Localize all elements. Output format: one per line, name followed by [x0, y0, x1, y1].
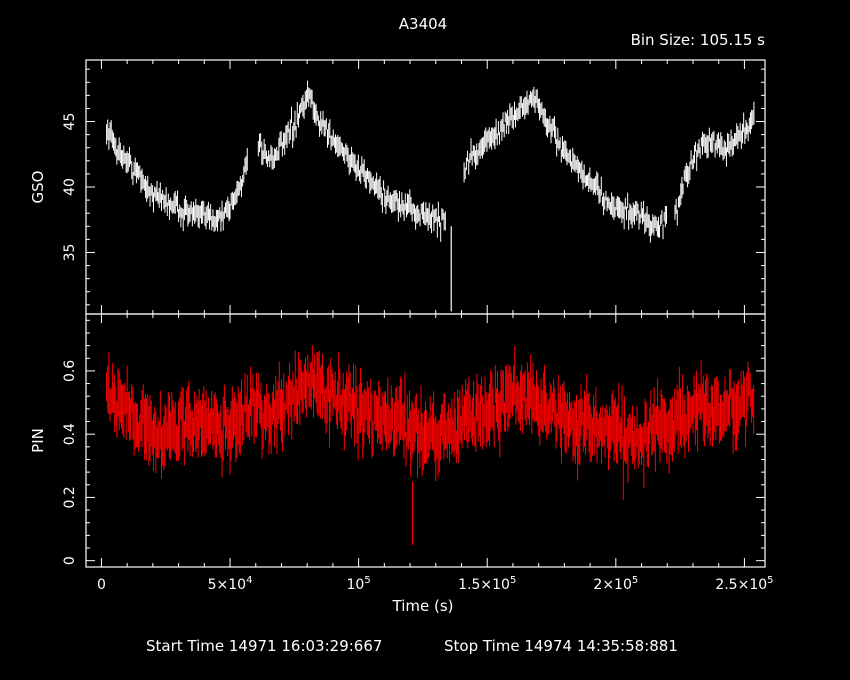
x-tick-label: 5×104 — [208, 575, 253, 593]
bin-size-label: Bin Size: 105.15 s — [631, 31, 766, 49]
x-tick-exponent: 5 — [510, 575, 516, 586]
data-series — [106, 119, 248, 232]
x-tick-label: 2.5×105 — [715, 575, 773, 593]
panel-pin: 0 0.2 0.4 0.6 PIN — [29, 313, 766, 568]
x-tick-exponent: 5 — [632, 575, 638, 586]
y-tick-label: 0 — [62, 556, 78, 565]
x-tick-label: 2×105 — [593, 575, 638, 593]
x-tick-label: 105 — [347, 575, 371, 593]
data-series — [463, 86, 667, 243]
stop-time-label: Stop Time 14974 14:35:58:881 — [444, 637, 678, 655]
y-tick-label: 0.6 — [62, 360, 78, 382]
y-tick-label: 0.2 — [62, 486, 78, 508]
y-tick-label: 35 — [62, 244, 78, 262]
x-tick-exponent: 5 — [364, 575, 370, 586]
chart-title: A3404 — [399, 15, 447, 33]
y-tick-label: 40 — [62, 178, 78, 196]
panel-gso: 35 40 45 GSO — [29, 59, 766, 315]
x-tick-label: 0 — [97, 577, 106, 593]
x-tick-label: 1.5×105 — [458, 575, 516, 593]
x-tick-exponent: 5 — [767, 575, 773, 586]
data-series — [257, 80, 446, 242]
y-tick-label: 45 — [62, 113, 78, 131]
x-tick-exponent: 4 — [246, 575, 252, 586]
y-tick-label: 0.4 — [62, 423, 78, 445]
data-series — [106, 345, 755, 500]
y-axis-label: PIN — [29, 428, 47, 453]
y-axis-label: GSO — [29, 171, 47, 204]
start-time-label: Start Time 14971 16:03:29:667 — [146, 637, 382, 655]
x-axis-label: Time (s) — [392, 597, 454, 615]
panel-frame — [85, 59, 766, 315]
data-series — [674, 101, 755, 226]
panel-frame — [85, 313, 766, 568]
